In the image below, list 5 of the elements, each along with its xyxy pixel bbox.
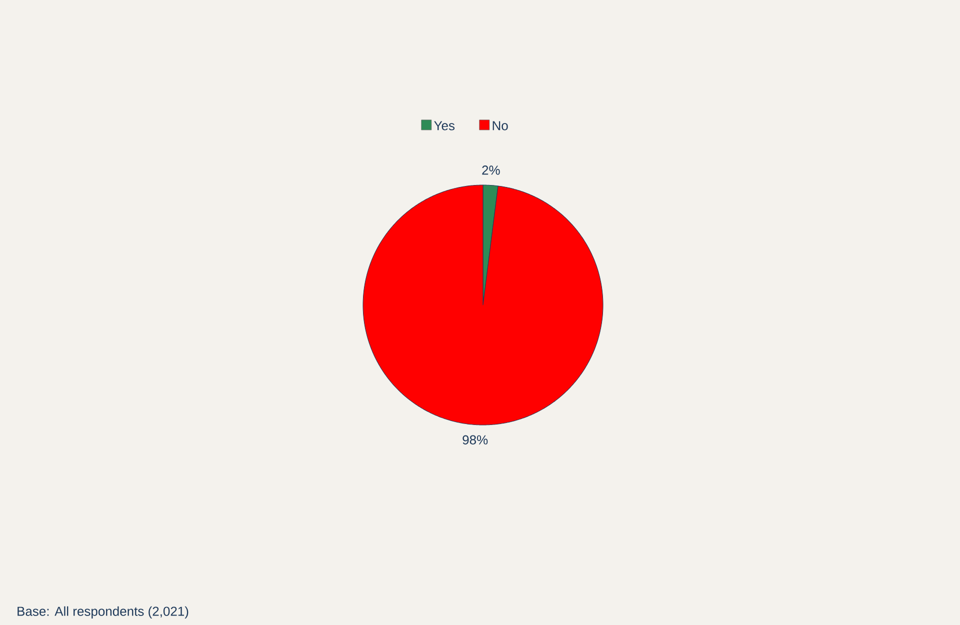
data-label: 98%: [462, 435, 488, 444]
data-label: 2%: [482, 166, 500, 175]
text: Base: All respondents (2,021): [18, 606, 188, 618]
legend-label: Yes: [434, 121, 455, 130]
legend-label: No: [492, 121, 508, 130]
